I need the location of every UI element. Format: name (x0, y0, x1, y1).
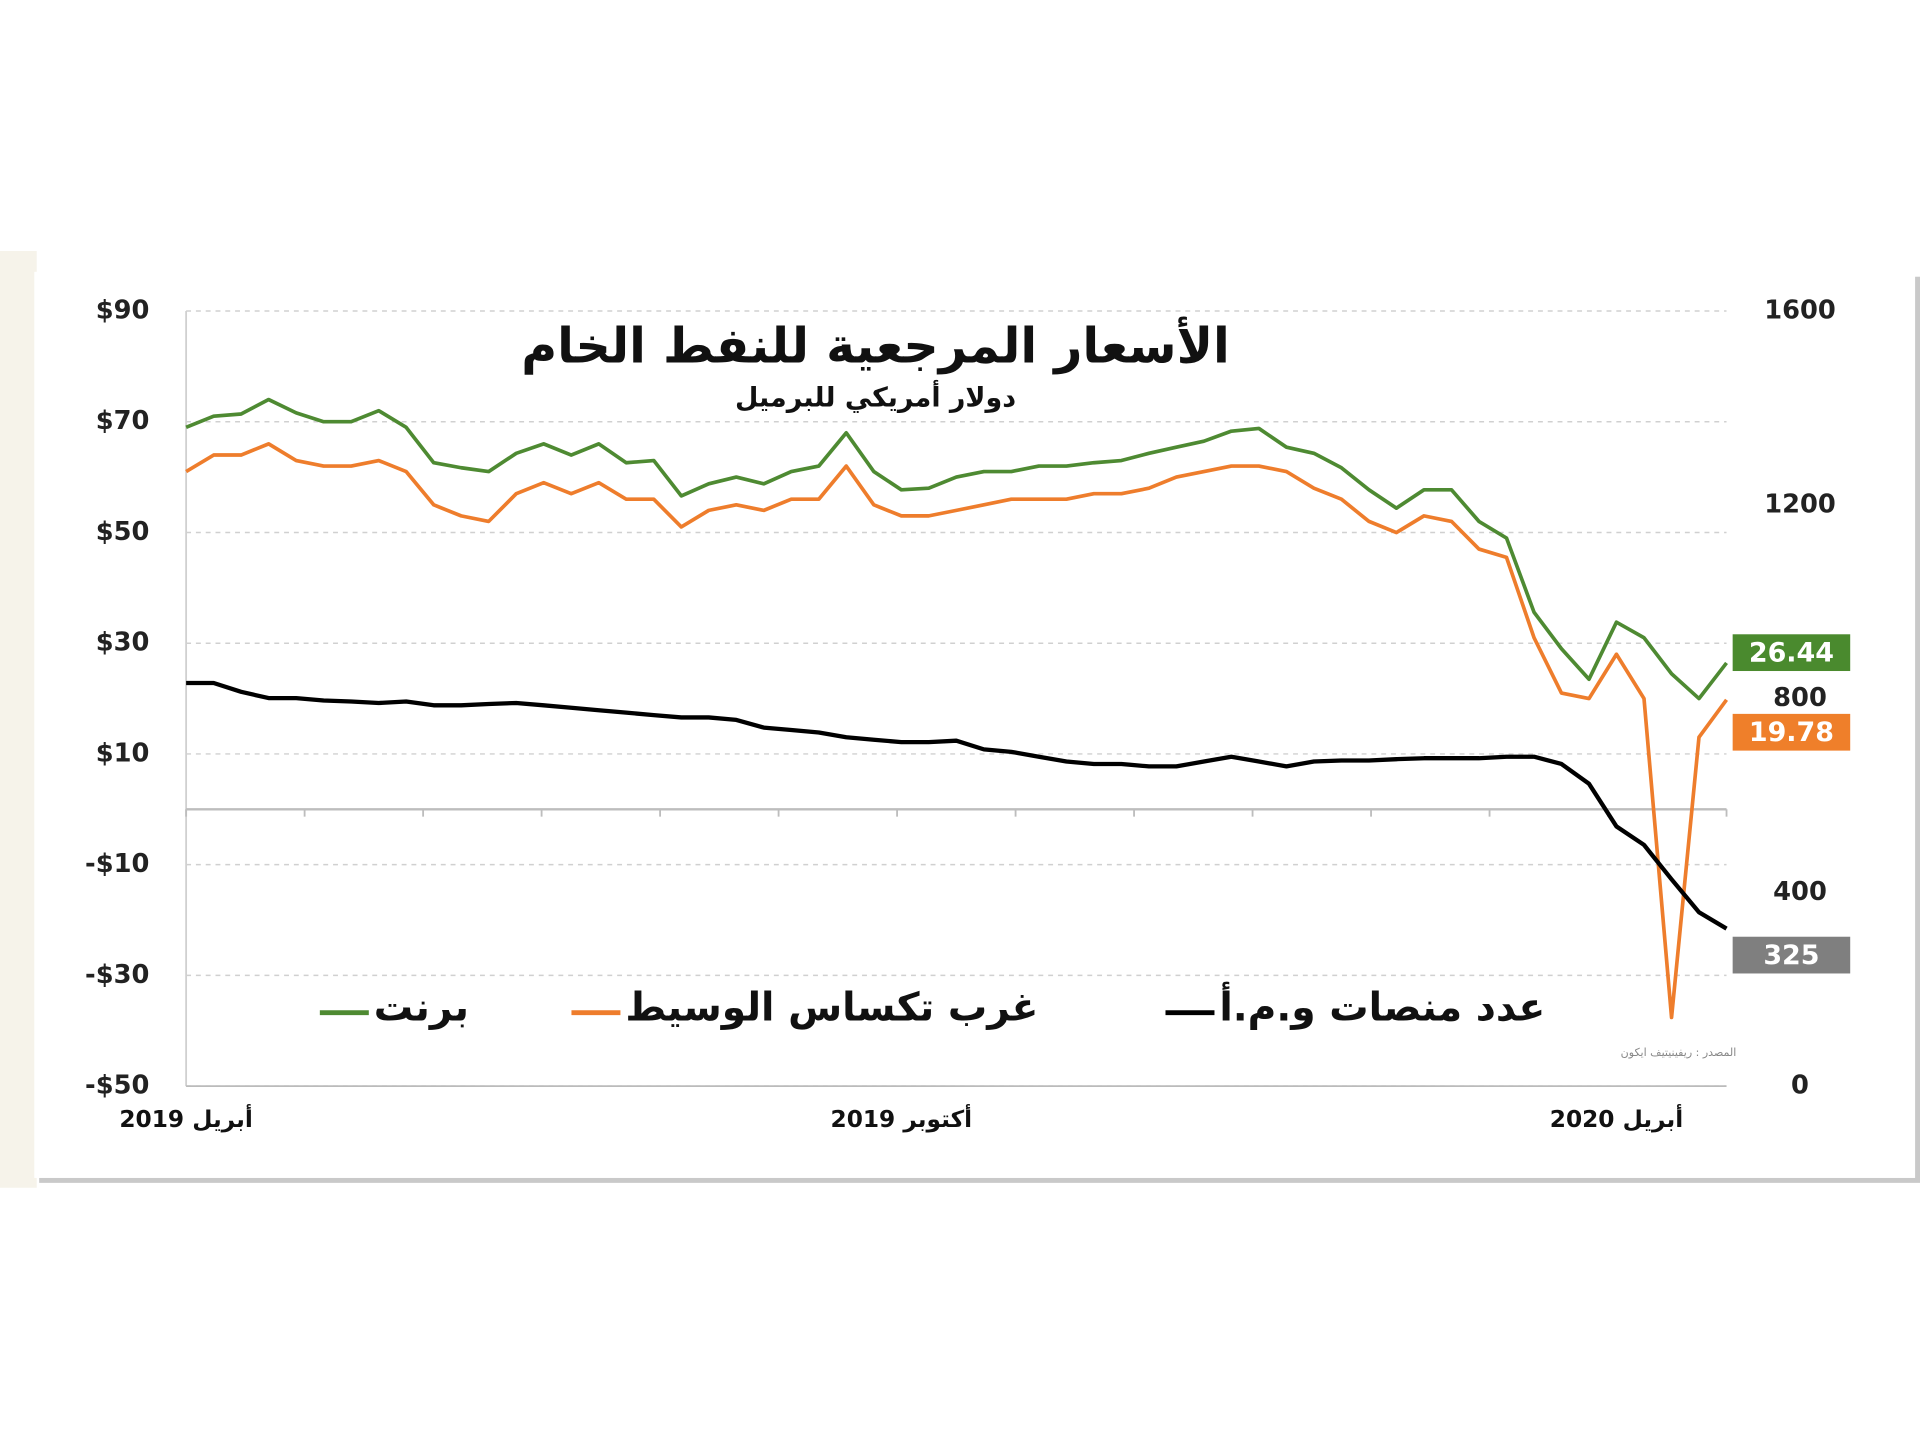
end-label-box (1732, 936, 1851, 974)
y-tick-label: $70 (96, 406, 150, 436)
x-tick-label: أبريل 2020 (1550, 1103, 1683, 1133)
legend-label: غرب تكساس الوسيط (625, 986, 1038, 1031)
end-label-box (1732, 713, 1851, 751)
y2-tick-label: 1600 (1764, 296, 1836, 326)
series-line (185, 397, 1728, 701)
series-line (185, 442, 1729, 1020)
background-strip (0, 251, 37, 1188)
y2-tick-label: 0 (1791, 1071, 1809, 1101)
end-label-box (1732, 634, 1851, 672)
y-tick-label: -$10 (85, 849, 149, 879)
y-tick-label: -$30 (85, 960, 149, 990)
legend-label: عدد منصات و.م.أ (1219, 982, 1545, 1031)
y-tick-label: $30 (96, 628, 150, 658)
y-tick-label: -$50 (85, 1071, 149, 1101)
y-tick-label: $50 (96, 517, 150, 547)
y2-tick-label: 1200 (1764, 489, 1836, 519)
x-tick-label: أكتوبر 2019 (831, 1103, 973, 1133)
end-label: 19.78 (1749, 717, 1834, 748)
y-tick-label: $90 (96, 296, 150, 326)
legend-label: برنت (374, 986, 469, 1031)
y2-tick-label: 400 (1773, 877, 1827, 907)
y-tick-label: $10 (96, 738, 150, 768)
x-tick-label: أبريل 2019 (119, 1103, 252, 1133)
chart-title: الأسعار المرجعية للنفط الخام (521, 315, 1230, 374)
end-label: 325 (1763, 940, 1819, 971)
source-note: المصدر : ريفينيتيف ايكون (1621, 1046, 1737, 1059)
chart-subtitle: دولار أمريكي للبرميل (735, 380, 1016, 414)
y2-tick-label: 800 (1773, 683, 1827, 713)
end-label: 26.44 (1749, 637, 1834, 668)
series-line (186, 680, 1728, 931)
